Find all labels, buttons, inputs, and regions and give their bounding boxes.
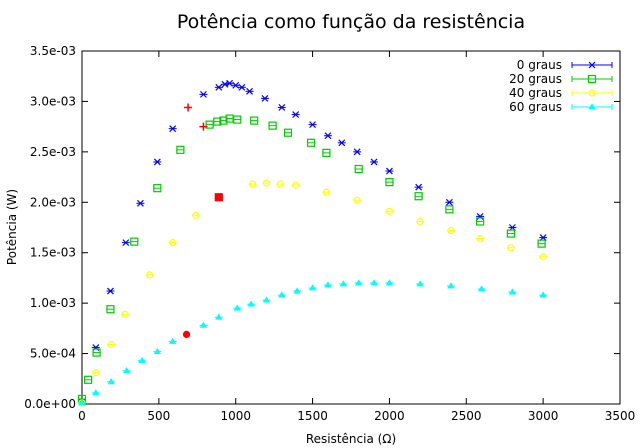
data-point — [386, 167, 393, 175]
data-point — [199, 122, 208, 131]
y-tick-label: 3.0e-03 — [30, 94, 76, 108]
data-point — [370, 158, 378, 166]
y-tick-label: 1.0e-03 — [30, 296, 76, 310]
data-point — [153, 158, 161, 166]
legend-marker — [588, 61, 596, 69]
data-point — [308, 284, 317, 291]
axes: 0 500 1000 1500 2000 2500 3000 3500 0.0e+00 5.0e-… — [24, 44, 635, 423]
data-point — [138, 356, 146, 364]
data-marks — [77, 79, 548, 407]
data-point — [353, 148, 361, 156]
series-4 — [184, 103, 208, 131]
data-point — [324, 132, 332, 140]
data-point — [153, 347, 162, 354]
data-point — [415, 183, 423, 191]
chart-title: Potência como função da resistência — [177, 11, 525, 33]
data-point — [238, 83, 246, 91]
legend-label: 40 graus — [509, 86, 562, 100]
data-point — [247, 300, 255, 307]
plot-frame — [81, 50, 621, 405]
data-point — [445, 198, 453, 206]
data-point — [232, 81, 240, 89]
data-point — [107, 378, 115, 385]
x-tick-label: 3500 — [605, 409, 636, 423]
legend-label: 60 graus — [509, 100, 562, 114]
series-2 — [78, 179, 548, 407]
data-point — [278, 291, 286, 298]
x-tick-label: 500 — [147, 409, 170, 423]
data-point — [539, 291, 547, 298]
data-point — [199, 321, 208, 328]
x-tick-label: 2500 — [451, 409, 482, 423]
legend-label: 0 graus — [517, 58, 562, 72]
data-point — [354, 279, 363, 286]
data-point — [184, 103, 193, 112]
x-tick-label: 3000 — [528, 409, 559, 423]
data-point — [447, 282, 455, 289]
y-tick-label: 3.5e-03 — [30, 44, 76, 58]
data-point — [385, 279, 394, 286]
data-point — [182, 330, 191, 339]
series-1 — [77, 114, 546, 404]
y-tick-label: 1.5e-03 — [30, 246, 76, 260]
data-point — [107, 287, 114, 295]
y-tick-label: 0.0e+00 — [24, 397, 76, 411]
data-point — [338, 139, 346, 147]
data-point — [136, 199, 144, 207]
data-point — [215, 83, 223, 91]
data-point — [78, 399, 86, 406]
y-tick-label: 2.5e-03 — [30, 145, 76, 159]
y-tick-label: 2.0e-03 — [30, 195, 76, 209]
x-tick-label: 2000 — [374, 409, 405, 423]
series-0 — [78, 79, 548, 406]
x-tick-label: 0 — [78, 409, 86, 423]
data-point — [200, 90, 207, 98]
series-3 — [78, 279, 548, 406]
y-axis-label: Potência (W) — [5, 189, 19, 265]
data-point — [278, 104, 286, 111]
x-axis-label: Resistência (Ω) — [306, 432, 396, 446]
data-point — [169, 125, 177, 133]
data-point — [122, 366, 131, 374]
series-6 — [182, 330, 191, 339]
series-5 — [214, 193, 223, 202]
data-point — [292, 111, 300, 118]
x-tick-label: 1000 — [220, 409, 251, 423]
data-point — [226, 79, 233, 87]
data-point — [261, 94, 269, 102]
data-point — [309, 121, 316, 129]
data-point — [214, 193, 223, 202]
data-point — [122, 239, 130, 247]
y-tick-label: 5.0e-04 — [30, 347, 76, 361]
data-point — [246, 87, 253, 95]
data-point — [370, 279, 378, 286]
legend-label: 20 graus — [509, 72, 562, 86]
data-point — [262, 296, 271, 303]
x-tick-label: 1500 — [297, 409, 328, 423]
